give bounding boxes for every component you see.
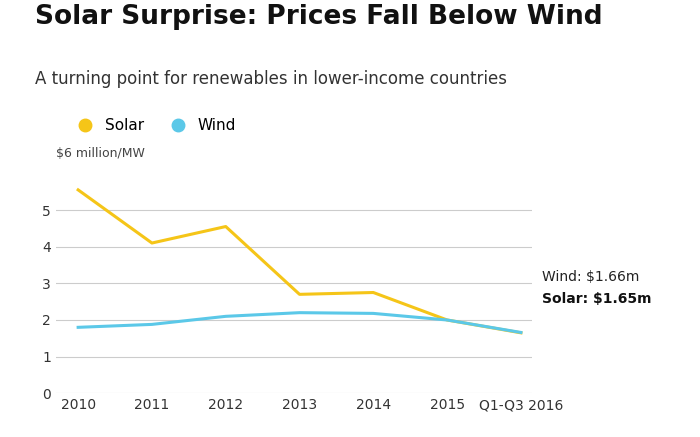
Legend: Solar, Wind: Solar, Wind — [64, 112, 242, 139]
Text: Solar Surprise: Prices Fall Below Wind: Solar Surprise: Prices Fall Below Wind — [35, 4, 603, 30]
Text: A turning point for renewables in lower-income countries: A turning point for renewables in lower-… — [35, 70, 507, 88]
Text: Wind: $1.66m: Wind: $1.66m — [542, 271, 640, 284]
Text: Solar: $1.65m: Solar: $1.65m — [542, 292, 652, 306]
Text: $6 million/MW: $6 million/MW — [56, 146, 145, 160]
